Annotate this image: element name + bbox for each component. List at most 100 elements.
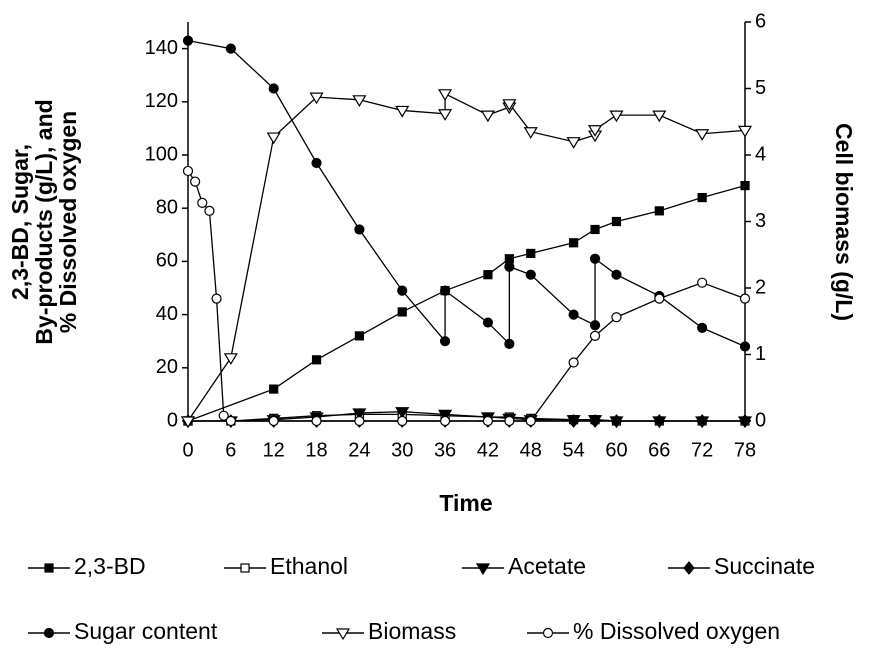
legend-marker bbox=[475, 563, 491, 576]
y2-tick-label: 3 bbox=[755, 210, 766, 232]
marker bbox=[589, 414, 601, 428]
marker bbox=[182, 165, 194, 177]
y-axis-title-line: % Dissolved oxygen bbox=[55, 111, 81, 333]
y-axis-title: 2,3-BD, Sugar, By-products (g/L), and % … bbox=[7, 99, 81, 344]
marker bbox=[568, 309, 579, 320]
marker bbox=[354, 331, 364, 341]
legend-label: Acetate bbox=[508, 553, 586, 579]
marker bbox=[697, 322, 708, 333]
marker bbox=[438, 109, 453, 121]
marker bbox=[268, 415, 279, 427]
marker bbox=[204, 205, 215, 216]
marker bbox=[589, 253, 601, 264]
marker bbox=[737, 125, 753, 138]
marker bbox=[695, 129, 710, 141]
x-tick-label: 0 bbox=[182, 439, 193, 461]
y-tick-label: 120 bbox=[145, 90, 178, 112]
marker bbox=[589, 330, 601, 341]
marker bbox=[211, 293, 222, 304]
marker bbox=[525, 415, 536, 427]
legend-item: Succinate bbox=[668, 553, 815, 579]
marker bbox=[525, 269, 536, 280]
marker bbox=[311, 157, 322, 169]
marker bbox=[526, 248, 536, 259]
marker bbox=[482, 317, 494, 328]
marker bbox=[566, 137, 581, 149]
marker bbox=[523, 127, 538, 139]
legend-marker bbox=[43, 627, 55, 639]
marker bbox=[609, 110, 624, 123]
marker bbox=[180, 416, 196, 429]
marker bbox=[589, 320, 601, 331]
x-tick-label: 60 bbox=[605, 439, 627, 461]
marker bbox=[311, 415, 322, 427]
x-tick-label: 72 bbox=[691, 439, 713, 461]
marker bbox=[611, 312, 622, 323]
series-line bbox=[187, 92, 746, 422]
marker bbox=[567, 414, 580, 428]
marker bbox=[653, 414, 666, 428]
legend-item: % Dissolved oxygen bbox=[527, 618, 780, 644]
marker bbox=[309, 92, 324, 105]
marker bbox=[610, 414, 623, 428]
y-tick-label: 100 bbox=[145, 143, 178, 165]
legend-label: 2,3-BD bbox=[74, 553, 146, 579]
marker bbox=[739, 414, 751, 428]
x-tick-label: 42 bbox=[477, 439, 499, 461]
marker bbox=[739, 293, 751, 304]
marker bbox=[502, 99, 517, 111]
y2-tick-label: 0 bbox=[755, 409, 766, 431]
marker bbox=[352, 95, 367, 107]
marker bbox=[397, 307, 407, 317]
legend-item: Biomass bbox=[322, 618, 456, 644]
marker bbox=[218, 410, 229, 421]
marker bbox=[504, 415, 515, 427]
marker bbox=[439, 336, 451, 347]
marker bbox=[395, 407, 410, 419]
x-tick-label: 6 bbox=[225, 439, 236, 461]
marker bbox=[611, 269, 622, 280]
legend-item: Ethanol bbox=[224, 553, 348, 579]
x-tick-label: 24 bbox=[348, 439, 370, 461]
y-tick-label: 0 bbox=[167, 409, 178, 431]
y-tick-label: 60 bbox=[156, 250, 178, 272]
marker bbox=[439, 285, 451, 296]
legend-marker bbox=[335, 628, 351, 641]
y-tick-label: 20 bbox=[156, 356, 178, 378]
legend-item: 2,3-BD bbox=[28, 553, 146, 579]
marker bbox=[395, 105, 410, 118]
marker bbox=[480, 110, 495, 123]
y-axis-title-line: By-products (g/L), and bbox=[31, 99, 57, 344]
marker bbox=[611, 216, 622, 227]
y-tick-label: 40 bbox=[156, 303, 178, 325]
x-tick-label: 66 bbox=[648, 439, 670, 461]
x-tick-label: 36 bbox=[434, 439, 456, 461]
y2-tick-label: 5 bbox=[755, 77, 766, 99]
legend-label: Ethanol bbox=[270, 553, 348, 579]
legend-marker bbox=[44, 563, 54, 573]
y2-tick-label: 2 bbox=[755, 276, 766, 298]
x-tick-label: 48 bbox=[520, 439, 542, 461]
legend-label: Sugar content bbox=[74, 618, 218, 644]
marker bbox=[354, 224, 365, 235]
y-axis-title-line: 2,3-BD, Sugar, bbox=[7, 144, 33, 300]
marker bbox=[311, 355, 322, 365]
x-tick-label: 18 bbox=[305, 439, 327, 461]
x-axis-title: Time bbox=[439, 490, 492, 516]
marker bbox=[587, 125, 603, 137]
y-tick-label: 140 bbox=[145, 37, 178, 59]
marker bbox=[504, 338, 515, 349]
marker bbox=[225, 415, 236, 427]
legend-marker bbox=[542, 627, 554, 639]
marker bbox=[696, 414, 708, 428]
marker bbox=[197, 197, 208, 208]
legend-item: Sugar content bbox=[28, 618, 218, 644]
legend-item: Acetate bbox=[462, 553, 586, 579]
marker bbox=[438, 89, 453, 101]
y2-tick-label: 6 bbox=[755, 10, 766, 32]
legend-marker bbox=[240, 563, 250, 573]
legend-marker bbox=[683, 561, 695, 575]
marker bbox=[569, 238, 579, 248]
marker bbox=[590, 224, 600, 235]
